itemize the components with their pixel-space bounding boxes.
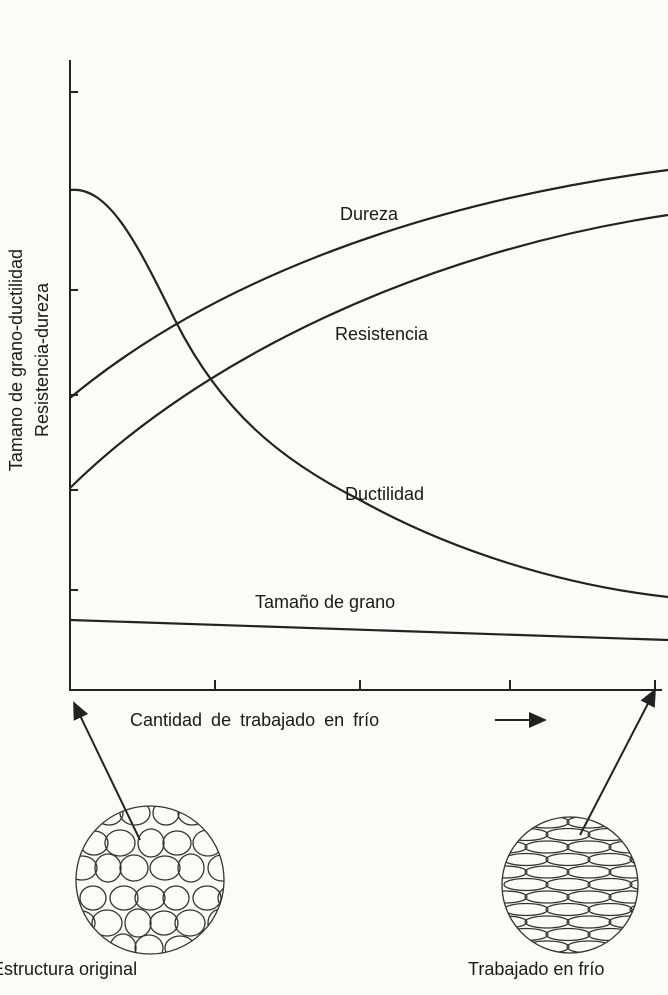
grain (629, 927, 638, 942)
grain (220, 828, 224, 858)
pointer-arrow (579, 688, 656, 836)
curve-label: Dureza (340, 204, 399, 224)
curve-label: Ductilidad (345, 484, 424, 504)
curve-ductilidad (69, 188, 668, 599)
grain (629, 852, 638, 867)
grain (587, 852, 633, 867)
grain (587, 902, 633, 917)
grain (177, 853, 205, 883)
grain (109, 885, 139, 911)
grain (503, 927, 549, 942)
grain (503, 877, 549, 892)
curve-tamano (69, 618, 668, 642)
grain (587, 927, 633, 942)
grain (587, 877, 633, 892)
grain (124, 908, 152, 938)
grain (76, 935, 108, 954)
grain (109, 933, 137, 954)
x-axis-label: Cantidad de trabajado en frío (130, 710, 379, 730)
grain (149, 910, 179, 936)
y-axis-label: Tamano de grano-ductilidad (6, 249, 26, 471)
grain (608, 840, 638, 854)
grain (217, 934, 224, 954)
grain (207, 908, 224, 938)
curve-label: Resistencia (335, 324, 429, 344)
grain (502, 915, 528, 929)
grain (608, 890, 638, 904)
grain (608, 865, 638, 879)
grain (566, 865, 612, 879)
grain (76, 855, 98, 881)
grain (524, 817, 570, 829)
curve-dureza (69, 168, 668, 399)
caption: Trabajado en frío (468, 959, 604, 979)
grain (162, 885, 190, 911)
caption: Estructura original (0, 959, 137, 979)
grain (608, 940, 638, 953)
grain (629, 827, 638, 842)
grain (524, 915, 570, 929)
grain (502, 840, 528, 854)
grain (566, 890, 612, 904)
grain (94, 853, 122, 883)
grain-circle (75, 805, 225, 955)
grain (91, 909, 123, 937)
grain (502, 940, 528, 953)
grain (119, 806, 151, 826)
y-axis-label: Resistencia-dureza (32, 282, 52, 437)
grain (503, 902, 549, 917)
grain (162, 830, 192, 856)
grain (174, 909, 206, 937)
curve-label: Tamaño de grano (255, 592, 395, 612)
grain (152, 806, 180, 826)
grain (502, 865, 528, 879)
grain (104, 829, 136, 857)
curve-resistencia (69, 213, 668, 489)
grain (76, 910, 96, 936)
pointer-arrow (73, 701, 141, 841)
grain-circle (501, 816, 639, 954)
axes (69, 60, 662, 691)
grain (503, 827, 549, 842)
grain (566, 915, 612, 929)
grain (566, 940, 612, 953)
grain (202, 806, 224, 826)
grain (192, 885, 222, 911)
grain (608, 817, 638, 829)
grain (502, 817, 528, 829)
grain (545, 827, 591, 842)
grain (524, 890, 570, 904)
grain (76, 806, 92, 826)
grain (608, 915, 638, 929)
grain (134, 885, 166, 911)
grain (503, 852, 549, 867)
grain (79, 830, 109, 856)
grains-worked (502, 817, 638, 953)
grain (134, 934, 164, 954)
grain (79, 885, 107, 911)
grain (149, 855, 181, 881)
grain (629, 902, 638, 917)
grain (192, 933, 220, 954)
grain (545, 927, 591, 942)
grains-original (76, 806, 224, 954)
grain (629, 877, 638, 892)
grain (217, 885, 224, 911)
grain (566, 840, 612, 854)
grain (545, 877, 591, 892)
grain (545, 852, 591, 867)
grain (502, 890, 528, 904)
grain (119, 854, 149, 882)
grain (524, 940, 570, 953)
grain (545, 902, 591, 917)
grain (524, 840, 570, 854)
grain (207, 854, 224, 882)
grain (137, 828, 165, 858)
grain (524, 865, 570, 879)
